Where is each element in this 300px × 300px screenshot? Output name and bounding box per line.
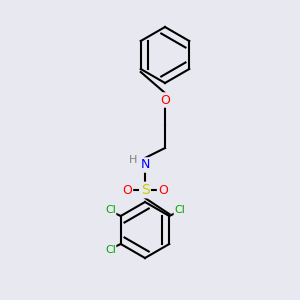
- Text: O: O: [160, 94, 170, 106]
- Text: Cl: Cl: [105, 245, 116, 255]
- Text: H: H: [129, 155, 137, 165]
- Text: S: S: [141, 183, 149, 197]
- Text: O: O: [122, 184, 132, 196]
- Text: Cl: Cl: [174, 205, 185, 215]
- Text: O: O: [158, 184, 168, 196]
- Text: N: N: [140, 158, 150, 172]
- Text: Cl: Cl: [105, 205, 116, 215]
